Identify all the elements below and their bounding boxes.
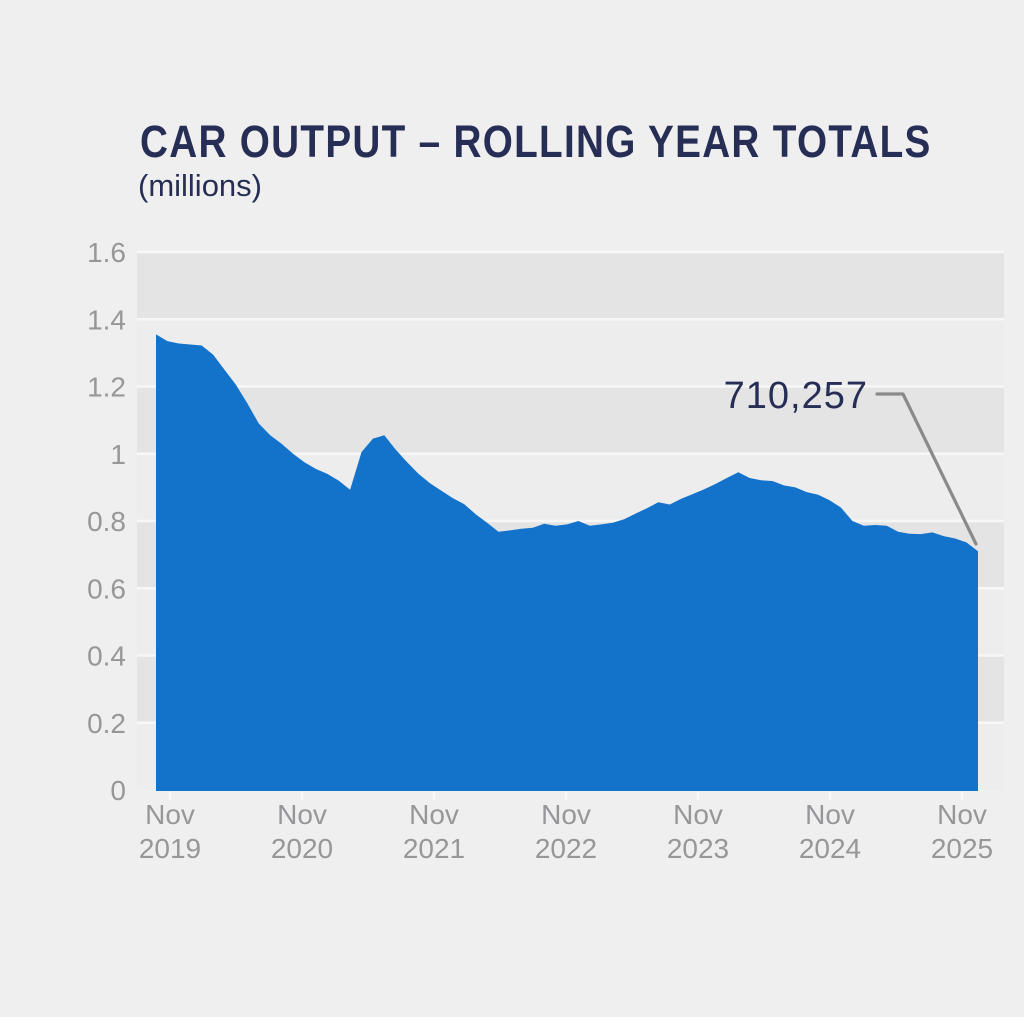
- x-axis-ticks: [168, 792, 964, 800]
- x-axis-labels: Nov 2019 Nov 2020 Nov 2021 Nov 2022 Nov 2023 Nov 20…: [139, 799, 993, 864]
- x-tick-mark: [960, 792, 964, 800]
- x-tick-mark: [168, 792, 172, 800]
- y-axis-label: 1.2: [87, 372, 126, 403]
- x-axis-label: Nov 2020: [271, 799, 333, 864]
- x-axis-label: Nov 2021: [403, 799, 465, 864]
- y-axis-labels: 1.6 1.4 1.2 1 0.8 0.6 0.4 0.2 0: [87, 237, 126, 806]
- annotation-callout-line: [875, 392, 978, 546]
- x-tick-mark: [828, 792, 832, 800]
- plot-band: [137, 386, 1004, 454]
- y-axis-label: 1.4: [87, 304, 126, 335]
- x-tick-mark: [300, 792, 304, 800]
- bottom-edge-strip: [0, 1017, 1024, 1024]
- x-tick-mark: [696, 792, 700, 800]
- area-series: [156, 334, 978, 791]
- x-axis-label: Nov 2024: [799, 799, 861, 864]
- y-axis-label: 1.6: [87, 237, 126, 268]
- x-axis-label: Nov 2019: [139, 799, 201, 864]
- chart-subtitle: (millions): [138, 168, 262, 203]
- x-tick-mark: [432, 792, 436, 800]
- plot-band: [137, 252, 1004, 320]
- y-axis-label: 1: [110, 439, 126, 470]
- chart-title: CAR OUTPUT – ROLLING YEAR TOTALS: [140, 116, 932, 167]
- y-axis-label: 0.2: [87, 708, 126, 739]
- y-axis-label: 0: [110, 775, 126, 806]
- x-tick-mark: [564, 792, 568, 800]
- y-axis-label: 0.6: [87, 573, 126, 604]
- y-axis-label: 0.8: [87, 506, 126, 537]
- x-axis-label: Nov 2025: [931, 799, 993, 864]
- annotation-label: 710,257: [724, 375, 868, 417]
- plot-band: [137, 319, 1004, 387]
- y-axis-label: 0.4: [87, 641, 126, 672]
- x-axis-label: Nov 2023: [667, 799, 729, 864]
- x-axis-label: Nov 2022: [535, 799, 597, 864]
